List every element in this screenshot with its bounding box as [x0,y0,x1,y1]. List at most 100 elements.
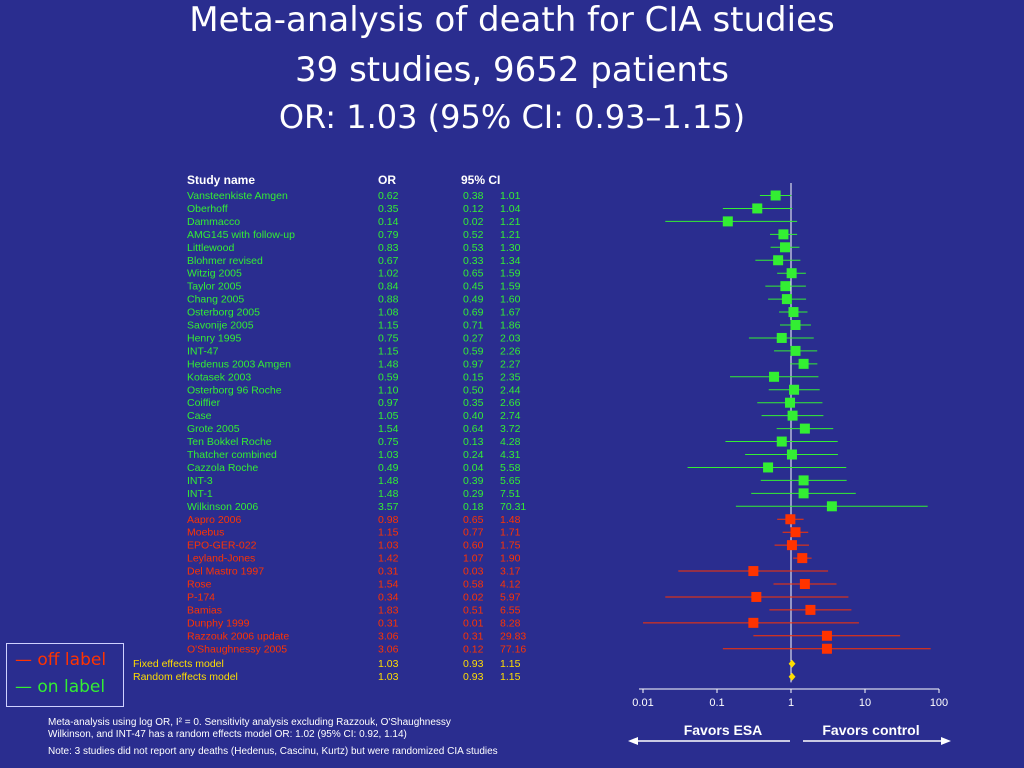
study-ci-lower: 0.97 [463,358,484,370]
footnote-line-2: Wilkinson, and INT-47 has a random effec… [48,729,407,740]
summary-name: Fixed effects model [133,658,224,670]
legend-off-text: off label [37,650,107,670]
favors-control-arrowhead [941,737,951,745]
point-estimate [769,371,780,382]
study-ci-lower: 0.24 [463,449,484,461]
study-or: 1.54 [378,423,399,435]
study-ci-upper: 7.51 [500,488,521,500]
study-or: 1.02 [378,268,399,280]
study-ci-lower: 0.13 [463,436,484,448]
study-or: 0.67 [378,255,399,267]
study-name: Henry 1995 [187,332,241,344]
study-ci-upper: 8.28 [500,617,521,629]
study-or: 1.48 [378,488,399,500]
point-estimate [770,190,781,201]
study-ci-upper: 2.35 [500,371,521,383]
summary-diamond [788,659,796,668]
study-ci-upper: 1.86 [500,320,521,332]
study-ci-upper: 77.16 [500,643,526,655]
study-ci-upper: 1.21 [500,229,521,241]
summary-or: 1.03 [378,658,399,670]
point-estimate [821,630,832,641]
study-name: EPO-GER-022 [187,540,257,552]
study-ci-lower: 0.40 [463,410,484,422]
point-estimate [821,643,832,654]
study-ci-upper: 1.67 [500,307,521,319]
study-ci-lower: 0.64 [463,423,484,435]
study-ci-lower: 0.77 [463,527,484,539]
study-ci-lower: 0.29 [463,488,484,500]
point-estimate [748,617,759,628]
study-name: Case [187,410,212,422]
study-ci-lower: 0.50 [463,384,484,396]
column-header-or: OR [378,173,396,187]
study-ci-lower: 0.18 [463,501,484,513]
study-name: Grote 2005 [187,423,240,435]
study-ci-upper: 3.72 [500,423,521,435]
study-ci-upper: 2.03 [500,332,521,344]
study-or: 0.79 [378,229,399,241]
study-ci-lower: 0.60 [463,540,484,552]
study-ci-upper: 5.97 [500,591,521,603]
study-ci-upper: 4.28 [500,436,521,448]
study-name: INT-47 [187,345,219,357]
point-estimate [751,591,762,602]
study-name: Wilkinson 2006 [187,501,258,513]
summary-ci-lower: 0.93 [463,658,484,670]
study-name: INT-1 [187,488,213,500]
study-or: 0.97 [378,397,399,409]
study-ci-lower: 0.38 [463,190,484,202]
study-ci-lower: 0.01 [463,617,484,629]
study-ci-upper: 1.01 [500,190,521,202]
study-name: INT-3 [187,475,213,487]
study-name: AMG145 with follow-up [187,229,295,241]
study-ci-lower: 0.02 [463,216,484,228]
study-name: Thatcher combined [187,449,277,461]
point-estimate [790,527,801,538]
legend-off-label: — off label [15,650,106,670]
study-or: 3.06 [378,643,399,655]
study-ci-lower: 0.51 [463,604,484,616]
point-estimate [776,332,787,343]
point-estimate [780,281,791,292]
study-name: Cazzola Roche [187,462,258,474]
point-estimate [798,358,809,369]
study-name: O'Shaughnessy 2005 [187,643,287,655]
study-name: Vansteenkiste Amgen [187,190,288,202]
point-estimate [789,384,800,395]
study-ci-lower: 0.65 [463,514,484,526]
study-or: 3.06 [378,630,399,642]
x-tick-label: 100 [930,697,948,709]
point-estimate [798,475,809,486]
summary-ci-upper: 1.15 [500,671,521,683]
study-or: 1.48 [378,475,399,487]
study-name: Witzig 2005 [187,268,242,280]
legend-on-swatch: — [15,677,32,697]
study-name: P-174 [187,591,215,603]
study-name: Osterborg 2005 [187,307,260,319]
study-ci-lower: 0.02 [463,591,484,603]
point-estimate [778,229,789,240]
study-or: 0.62 [378,190,399,202]
study-or: 0.59 [378,371,399,383]
favors-esa-arrowhead [628,737,638,745]
study-name: Aapro 2006 [187,514,241,526]
study-ci-lower: 0.53 [463,242,484,254]
study-ci-upper: 1.30 [500,242,521,254]
study-or: 0.84 [378,281,399,293]
study-ci-upper: 5.65 [500,475,521,487]
point-estimate [748,566,759,577]
study-or: 1.08 [378,307,399,319]
point-estimate [805,604,816,615]
chart-title: Meta-analysis of death for CIA studies [189,0,835,40]
study-ci-upper: 70.31 [500,501,526,513]
study-ci-lower: 0.49 [463,294,484,306]
study-ci-upper: 4.12 [500,579,521,591]
study-name: Leyland-Jones [187,553,255,565]
summary-ci-lower: 0.93 [463,671,484,683]
study-ci-lower: 0.45 [463,281,484,293]
x-tick-label: 1 [788,697,794,709]
study-ci-upper: 1.21 [500,216,521,228]
study-ci-upper: 2.26 [500,345,521,357]
